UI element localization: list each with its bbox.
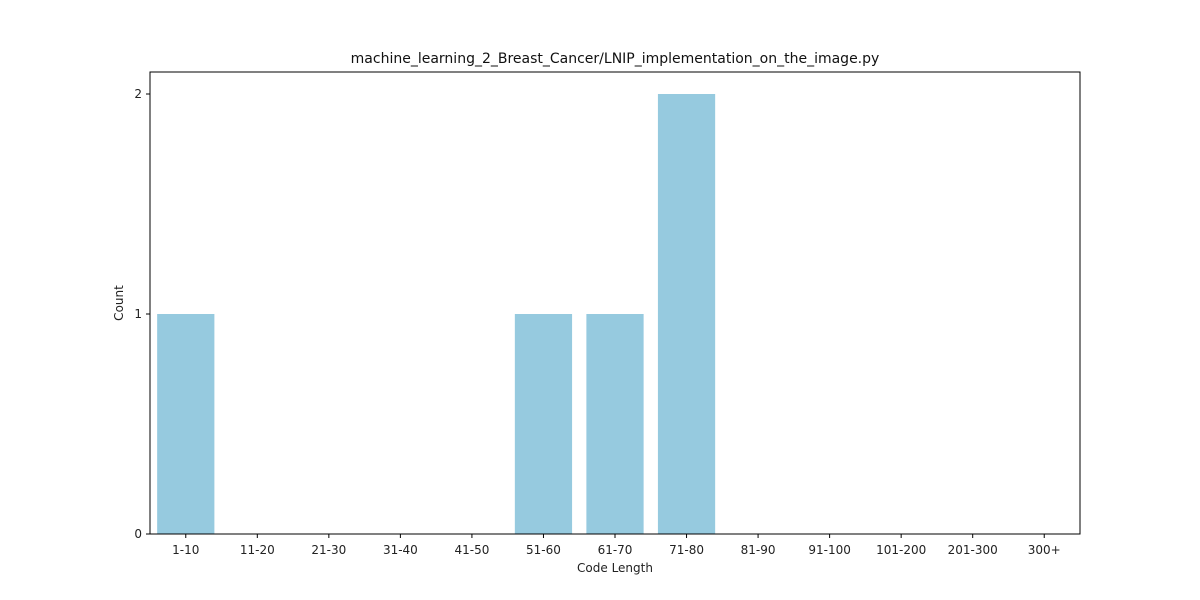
y-tick-label: 1 [134, 307, 142, 321]
y-tick-label: 0 [134, 527, 142, 541]
x-tick-label: 31-40 [383, 543, 418, 557]
bar-71-80 [657, 94, 716, 534]
x-tick-label: 1-10 [172, 543, 199, 557]
x-tick-label: 101-200 [876, 543, 926, 557]
x-tick-label: 300+ [1028, 543, 1061, 557]
x-tick-label: 91-100 [808, 543, 851, 557]
x-tick-label: 11-20 [240, 543, 275, 557]
y-axis: 0 1 2 [134, 87, 150, 541]
chart-title: machine_learning_2_Breast_Cancer/LNIP_im… [351, 51, 880, 67]
x-tick-label: 81-90 [741, 543, 776, 557]
x-tick-label: 51-60 [526, 543, 561, 557]
x-axis-title: Code Length [577, 561, 653, 575]
x-axis: 1-10 11-20 21-30 31-40 41-50 51-60 61-70 71-80 8… [172, 534, 1061, 557]
x-tick-label: 41-50 [454, 543, 489, 557]
y-axis-title: Count [112, 285, 126, 321]
bar-1-10 [157, 314, 215, 534]
x-tick-label: 71-80 [669, 543, 704, 557]
x-tick-label: 21-30 [311, 543, 346, 557]
bars-group [157, 94, 716, 534]
y-tick-label: 2 [134, 87, 142, 101]
bar-51-60 [514, 314, 573, 534]
x-tick-label: 61-70 [598, 543, 633, 557]
bar-61-70 [586, 314, 644, 534]
x-tick-label: 201-300 [948, 543, 998, 557]
